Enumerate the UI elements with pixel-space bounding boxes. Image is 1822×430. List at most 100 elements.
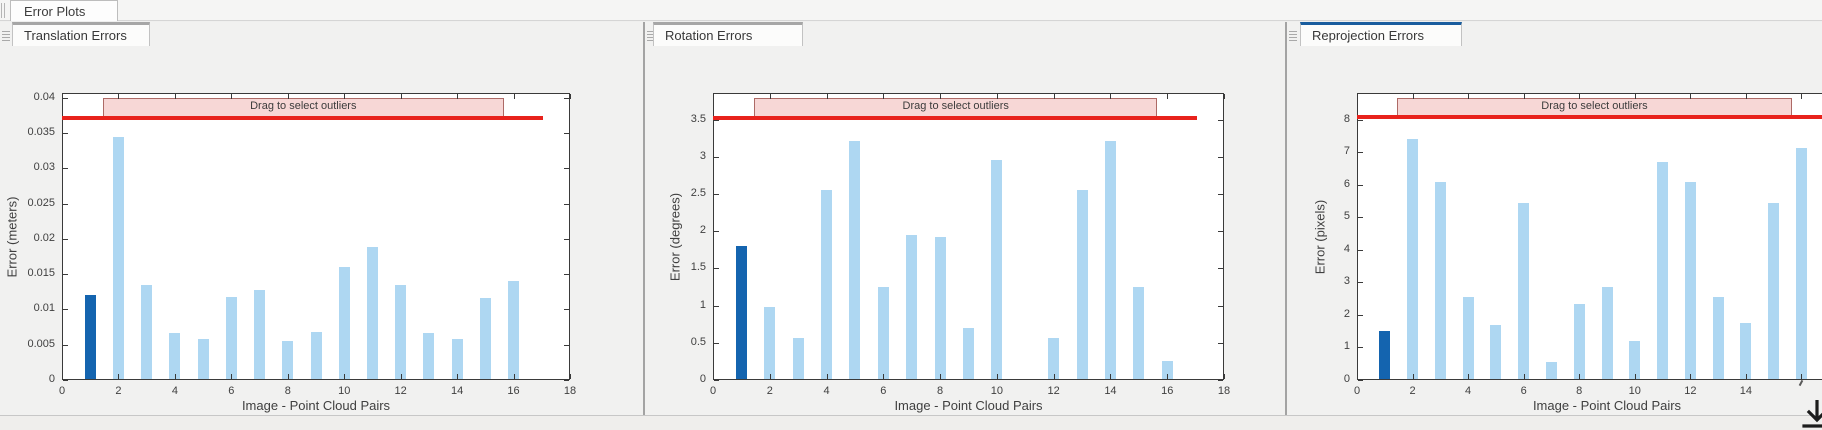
axis-tick — [63, 133, 68, 135]
axis-tick — [1745, 374, 1747, 379]
bar[interactable] — [141, 284, 153, 380]
bar[interactable] — [1462, 297, 1474, 380]
axis-tick — [1218, 305, 1223, 307]
axis-tick — [513, 94, 515, 99]
drag-grip-icon[interactable] — [1, 3, 6, 18]
y-tick-label: 0.005 — [27, 337, 55, 350]
x-tick-label: 18 — [563, 385, 577, 397]
outlier-threshold-line[interactable] — [713, 115, 1198, 120]
bar[interactable] — [451, 339, 463, 380]
bar[interactable] — [1133, 287, 1145, 380]
bar[interactable] — [1048, 338, 1060, 380]
bar[interactable] — [1795, 147, 1807, 380]
tab-reprojection-errors[interactable]: Reprojection Errors — [1300, 22, 1462, 46]
bar[interactable] — [366, 247, 378, 380]
bar[interactable] — [282, 340, 294, 380]
arrow-down-to-bar-icon[interactable] — [1802, 400, 1822, 430]
bar[interactable] — [254, 290, 266, 380]
panel-grip-icon[interactable] — [2, 31, 10, 42]
bar[interactable] — [906, 235, 918, 380]
x-tick-label: 8 — [937, 385, 944, 397]
bar-selected[interactable] — [84, 295, 96, 380]
axis-tick — [1167, 94, 1169, 99]
bar[interactable] — [1104, 140, 1116, 380]
x-tick-label: 10 — [990, 385, 1003, 397]
bar[interactable] — [821, 190, 833, 380]
bar[interactable] — [1712, 297, 1724, 380]
bar[interactable] — [1518, 202, 1530, 380]
x-tick-label: 0 — [58, 385, 66, 397]
x-tick-label: 4 — [1465, 385, 1472, 397]
bar[interactable] — [1019, 378, 1031, 380]
translation-errors-chart: Drag to select outliers 0 2 4 6 8 10 12 14 16 18 0 0… — [0, 22, 643, 415]
axis-tick — [1167, 374, 1169, 379]
bar[interactable] — [225, 297, 237, 380]
axis-tick — [287, 94, 289, 99]
panel-divider[interactable] — [643, 22, 645, 416]
bar[interactable] — [934, 237, 946, 380]
axis-tick — [287, 374, 289, 379]
y-tick-label: 2 — [699, 224, 706, 237]
bar[interactable] — [877, 287, 889, 380]
axis-tick — [1218, 119, 1223, 121]
outlier-threshold-line[interactable] — [1357, 114, 1822, 119]
tab-rotation-errors[interactable]: Rotation Errors — [653, 22, 803, 46]
bar[interactable] — [338, 267, 350, 380]
bar[interactable] — [1490, 324, 1502, 380]
tab-translation-errors[interactable]: Translation Errors — [12, 22, 150, 46]
bar[interactable] — [1434, 181, 1446, 380]
bar[interactable] — [169, 332, 181, 380]
bar[interactable] — [1768, 202, 1780, 380]
bar[interactable] — [1740, 323, 1752, 380]
panel-grip-icon[interactable] — [1289, 31, 1297, 42]
bar[interactable] — [849, 140, 861, 380]
axis-tick — [564, 274, 569, 276]
panel-grip-icon[interactable] — [647, 31, 655, 42]
bar-selected[interactable] — [735, 246, 747, 380]
axis-tick — [570, 94, 571, 99]
bar[interactable] — [991, 159, 1003, 380]
axis-tick — [457, 94, 459, 99]
axis-tick — [1218, 380, 1223, 381]
bar[interactable] — [1684, 181, 1696, 380]
axis-tick — [1110, 374, 1112, 379]
plot-area[interactable] — [1357, 93, 1822, 380]
bar[interactable] — [1601, 287, 1613, 380]
bar[interactable] — [423, 332, 435, 380]
x-tick-label: 12 — [1047, 385, 1060, 397]
bar[interactable] — [310, 332, 322, 380]
bar[interactable] — [395, 284, 407, 380]
outlier-selection-label: Drag to select outliers — [250, 100, 357, 112]
axis-tick — [118, 94, 120, 99]
bar[interactable] — [1657, 162, 1669, 380]
bar[interactable] — [792, 338, 804, 380]
axis-tick — [1801, 374, 1803, 379]
axis-tick — [1218, 342, 1223, 344]
bar[interactable] — [479, 298, 491, 380]
axis-tick — [1224, 94, 1225, 99]
bar[interactable] — [1076, 190, 1088, 380]
bar[interactable] — [764, 307, 776, 380]
bar[interactable] — [1573, 303, 1585, 380]
bar-selected[interactable] — [1379, 331, 1391, 380]
bar[interactable] — [112, 136, 124, 380]
status-bar — [0, 415, 1822, 430]
axis-tick — [826, 374, 828, 379]
x-tick-label: 12 — [1684, 385, 1697, 397]
bar[interactable] — [963, 327, 974, 380]
x-tick-label: 2 — [766, 385, 773, 397]
figure-tab-error-plots[interactable]: Error Plots — [10, 0, 118, 21]
bar[interactable] — [508, 281, 520, 380]
outlier-threshold-line[interactable] — [62, 115, 544, 120]
bar[interactable] — [1545, 362, 1557, 380]
bar[interactable] — [1407, 139, 1419, 380]
bar[interactable] — [197, 339, 209, 380]
bar[interactable] — [1629, 340, 1641, 380]
panel-divider[interactable] — [1285, 22, 1287, 416]
bar[interactable] — [1161, 361, 1173, 380]
axis-tick — [714, 119, 719, 121]
axis-tick — [996, 374, 998, 379]
axis-tick — [1358, 249, 1363, 251]
axis-tick — [564, 238, 569, 240]
